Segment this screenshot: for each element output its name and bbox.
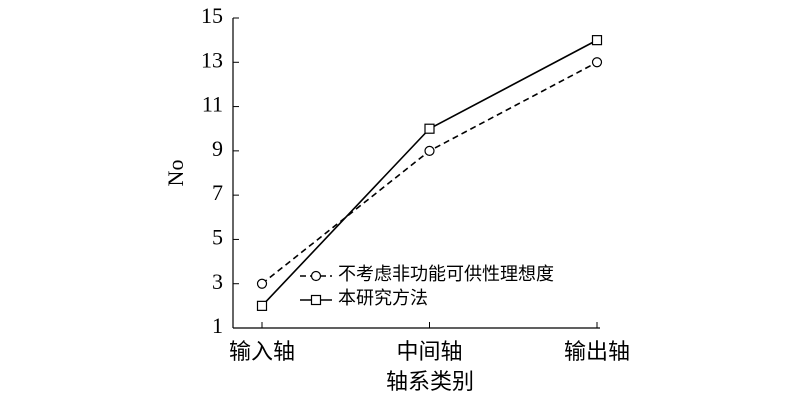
x-tick-label: 输入轴 xyxy=(229,339,295,364)
y-tick-label: 5 xyxy=(212,224,223,249)
y-tick-label: 7 xyxy=(212,180,223,205)
legend-label: 本研究方法 xyxy=(338,288,428,308)
x-axis-label: 轴系类别 xyxy=(386,369,474,394)
point xyxy=(256,278,268,289)
x-tick-label: 输出轴 xyxy=(564,339,630,364)
point xyxy=(591,57,603,68)
legend-marker xyxy=(310,294,322,306)
y-tick-label: 9 xyxy=(212,136,223,161)
legend-marker xyxy=(310,270,322,282)
y-tick-label: 1 xyxy=(212,313,223,338)
point xyxy=(424,123,435,134)
series-line xyxy=(261,61,598,285)
y-tick-label: 13 xyxy=(201,47,223,72)
legend-label: 不考虑非功能可供性理想度 xyxy=(338,264,554,284)
y-tick-label: 11 xyxy=(202,92,223,117)
y-axis-label: No xyxy=(163,160,188,187)
point xyxy=(256,300,268,311)
y-tick-label: 15 xyxy=(201,3,223,28)
x-tick-label: 中间轴 xyxy=(396,339,462,364)
point xyxy=(591,35,603,46)
point xyxy=(424,145,435,156)
y-tick-label: 3 xyxy=(212,269,223,294)
